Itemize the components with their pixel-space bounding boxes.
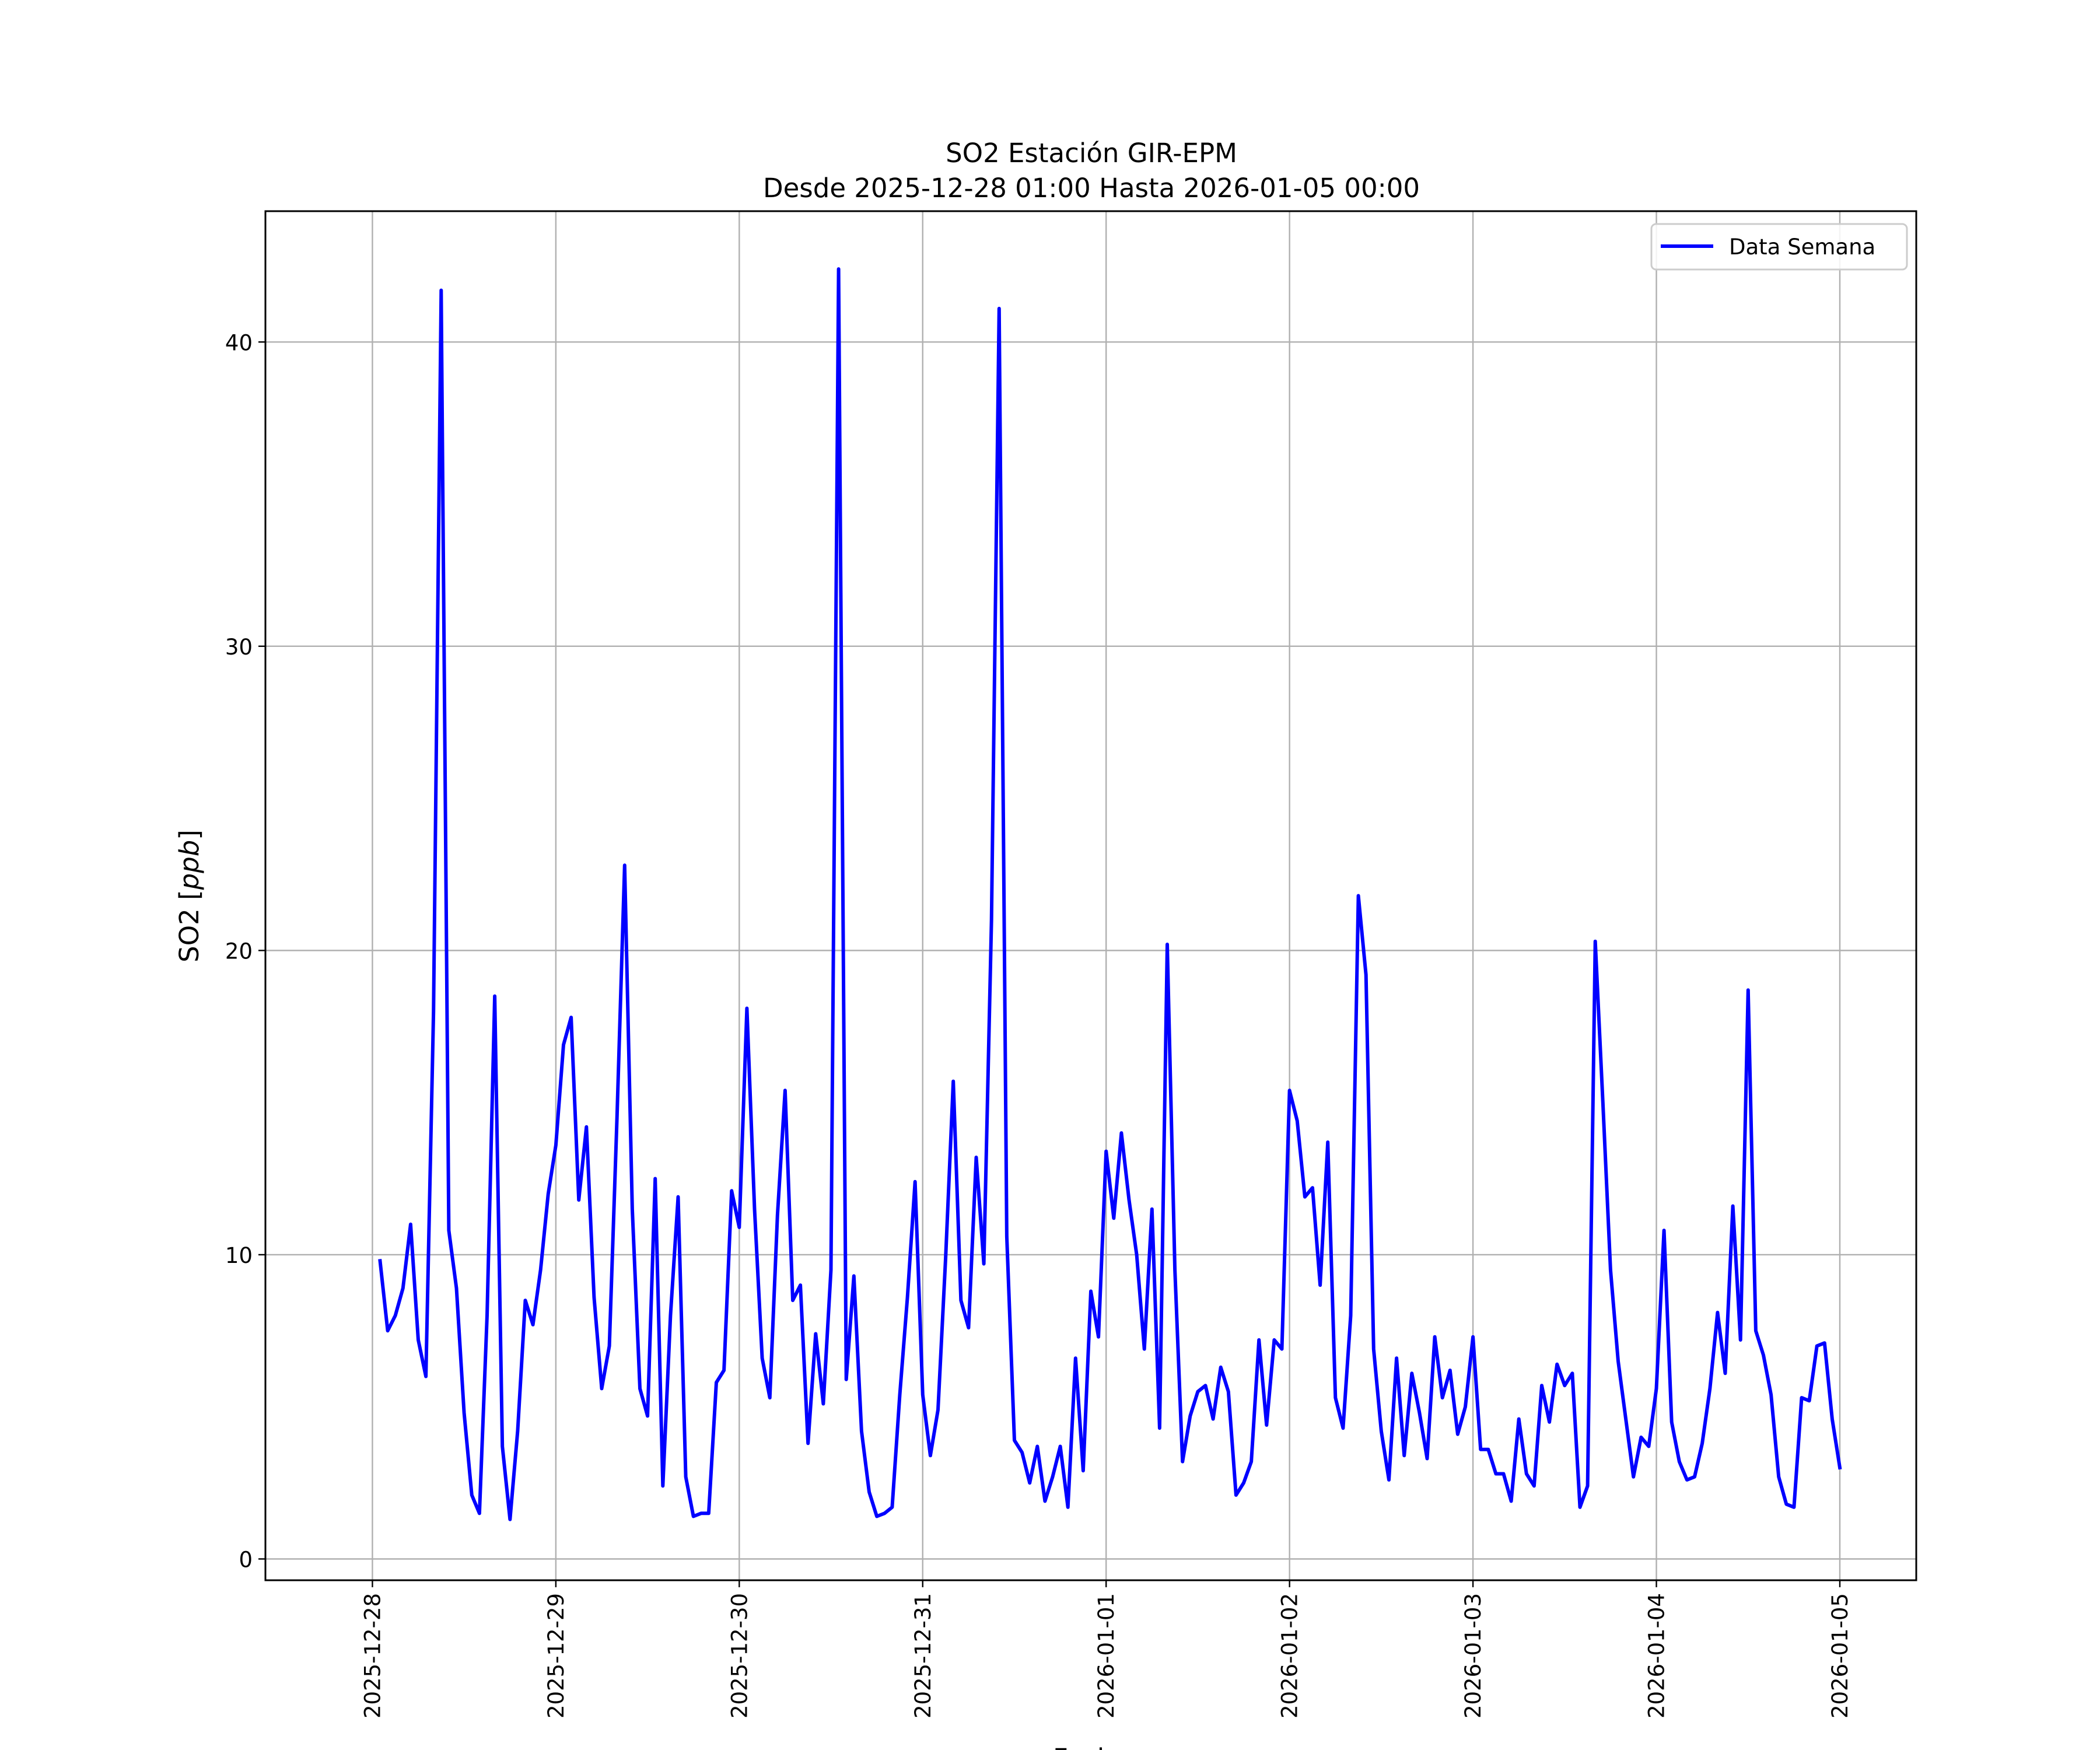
chart-subtitle: Desde 2025-12-28 01:00 Hasta 2026-01-05 … <box>763 173 1420 204</box>
legend: Data Semana <box>1650 223 1908 271</box>
x-tick-label: 2026-01-05 <box>1828 1593 1853 1718</box>
y-tick-label: 30 <box>225 635 253 660</box>
y-tick-label: 40 <box>225 330 253 355</box>
y-axis-label: SO2 [ppb] <box>174 830 205 963</box>
x-tick-label: 2026-01-03 <box>1461 1593 1486 1718</box>
series-line-data-semana <box>378 267 1842 1521</box>
x-tick-label: 2026-01-02 <box>1278 1593 1303 1718</box>
y-axis-label-prefix: SO2 [ <box>174 890 205 962</box>
legend-label: Data Semana <box>1729 235 1875 260</box>
grid <box>265 211 1916 1580</box>
y-axis-label-unit: ppb <box>174 840 205 891</box>
x-tick-label: 2026-01-01 <box>1094 1593 1119 1718</box>
y-tick-label: 10 <box>225 1243 253 1268</box>
legend-box <box>1650 223 1908 271</box>
chart-title: SO2 Estación GIR-EPM <box>946 138 1237 169</box>
x-tick-label: 2025-12-30 <box>727 1593 752 1718</box>
series-layer <box>378 267 1842 1521</box>
x-tick-label: 2025-12-28 <box>360 1593 385 1718</box>
y-tick-label: 20 <box>225 939 253 964</box>
x-tick-label: 2025-12-31 <box>911 1593 936 1718</box>
y-tick-label: 0 <box>239 1547 253 1572</box>
y-axis-label-suffix: ] <box>174 830 205 840</box>
y-axis: 0 10 20 30 40 <box>225 330 265 1572</box>
x-axis: 2025-12-28 2025-12-29 2025-12-30 2025-12-31… <box>360 1580 1853 1718</box>
x-axis-label: Fecha <box>1053 1743 1130 1750</box>
x-tick-label: 2025-12-29 <box>544 1593 569 1718</box>
plot-frame <box>264 210 1917 1581</box>
x-tick-label: 2026-01-04 <box>1644 1593 1670 1718</box>
